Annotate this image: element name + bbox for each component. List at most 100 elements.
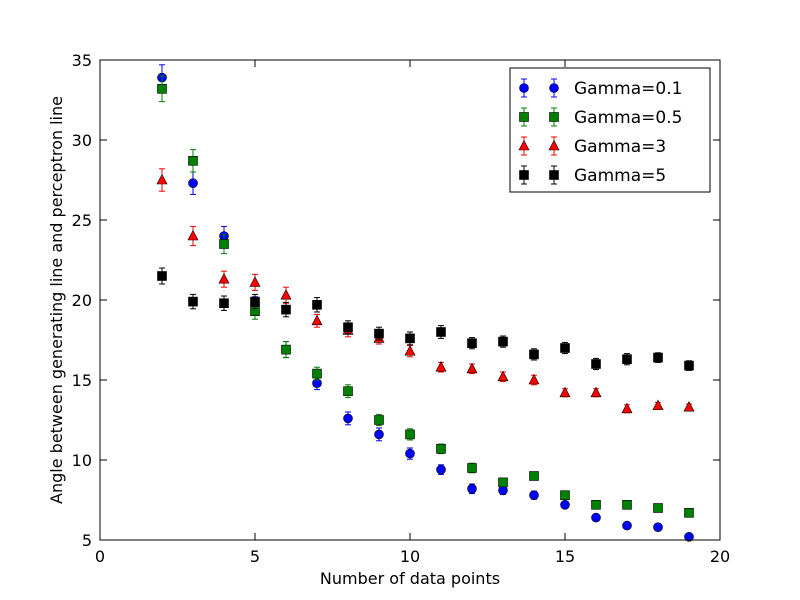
data-point xyxy=(187,229,199,241)
legend-marker xyxy=(519,112,529,122)
data-point xyxy=(280,289,292,300)
data-point xyxy=(405,448,415,459)
data-point xyxy=(435,361,447,372)
data-point xyxy=(684,531,694,542)
data-point xyxy=(652,399,664,410)
data-point xyxy=(374,328,384,339)
data-point xyxy=(467,483,477,494)
legend: Gamma=0.1 Gamma=0.5 Gamma=3 Gamma=5 xyxy=(509,67,711,193)
x-tick-label: 5 xyxy=(250,547,260,566)
data-point xyxy=(219,239,229,249)
data-point xyxy=(250,296,260,307)
data-point xyxy=(281,304,291,315)
y-tick-label: 10 xyxy=(72,451,92,470)
legend-label: Gamma=0.5 xyxy=(574,108,682,128)
legend-marker xyxy=(549,83,559,93)
data-point xyxy=(621,402,633,414)
data-point xyxy=(560,499,570,510)
data-point xyxy=(529,490,539,501)
data-point xyxy=(157,271,167,281)
y-tick-label: 25 xyxy=(72,211,92,230)
data-point xyxy=(436,327,446,337)
legend-item: Gamma=3 xyxy=(518,136,666,157)
x-tick-label: 10 xyxy=(400,547,420,566)
legend-marker xyxy=(548,139,560,151)
data-point xyxy=(343,413,353,424)
data-point xyxy=(311,314,323,326)
legend-box xyxy=(509,67,711,193)
legend-item: Gamma=0.1 xyxy=(519,78,682,99)
data-point xyxy=(188,178,198,188)
data-point xyxy=(528,373,540,385)
legend-marker xyxy=(519,83,529,93)
data-point xyxy=(374,415,384,425)
data-point xyxy=(281,344,291,355)
data-point xyxy=(560,343,570,353)
y-tick-label: 20 xyxy=(72,291,92,310)
data-point xyxy=(653,352,663,363)
data-point xyxy=(653,522,663,533)
y-tick-label: 30 xyxy=(72,131,92,150)
data-point xyxy=(591,499,601,510)
data-point xyxy=(343,322,353,333)
legend-marker xyxy=(549,170,559,180)
legend-label: Gamma=0.1 xyxy=(574,79,682,99)
data-point xyxy=(249,276,261,287)
data-point xyxy=(436,443,446,454)
y-tick-label: 5 xyxy=(82,531,92,550)
data-point xyxy=(559,386,571,398)
y-axis-label: Angle between generating line and percep… xyxy=(47,96,66,504)
series-3 xyxy=(156,168,695,414)
data-point xyxy=(436,464,446,475)
data-point xyxy=(343,386,353,397)
data-point xyxy=(312,368,322,379)
data-point xyxy=(156,173,168,185)
data-point xyxy=(466,362,478,374)
data-point xyxy=(157,84,167,94)
data-point xyxy=(404,345,416,356)
data-point xyxy=(622,520,632,531)
legend-label: Gamma=3 xyxy=(574,137,666,157)
y-tick-label: 15 xyxy=(72,371,92,390)
legend-marker xyxy=(549,112,559,122)
data-point xyxy=(591,359,601,369)
data-point xyxy=(498,336,508,347)
data-point xyxy=(218,273,230,284)
series-4 xyxy=(157,267,694,371)
x-tick-label: 20 xyxy=(710,547,730,566)
data-point xyxy=(529,349,539,360)
data-point xyxy=(591,512,601,523)
x-axis-label: Number of data points xyxy=(320,569,500,588)
legend-marker xyxy=(519,170,529,180)
data-point xyxy=(498,485,508,496)
data-point xyxy=(498,477,508,488)
data-point xyxy=(374,429,384,440)
legend-label: Gamma=5 xyxy=(574,166,666,186)
data-point xyxy=(312,299,322,310)
data-point xyxy=(590,386,602,398)
x-tick-label: 15 xyxy=(555,547,575,566)
data-point xyxy=(188,156,198,166)
data-point xyxy=(529,471,539,481)
data-layer xyxy=(156,64,695,542)
data-point xyxy=(219,298,229,309)
data-point xyxy=(467,463,477,473)
data-point xyxy=(622,499,632,510)
data-point xyxy=(622,354,632,365)
data-point xyxy=(188,296,198,307)
legend-item: Gamma=5 xyxy=(519,165,666,186)
data-point xyxy=(653,503,663,513)
data-point xyxy=(560,490,570,501)
legend-marker xyxy=(518,139,530,151)
data-point xyxy=(683,401,695,412)
data-point xyxy=(467,338,477,349)
data-point xyxy=(684,360,694,371)
x-tick-label: 0 xyxy=(95,547,105,566)
series-2 xyxy=(157,75,694,518)
data-point xyxy=(684,507,694,518)
legend-item: Gamma=0.5 xyxy=(519,107,682,128)
data-point xyxy=(405,429,415,440)
y-tick-label: 35 xyxy=(72,51,92,70)
data-point xyxy=(497,370,509,382)
